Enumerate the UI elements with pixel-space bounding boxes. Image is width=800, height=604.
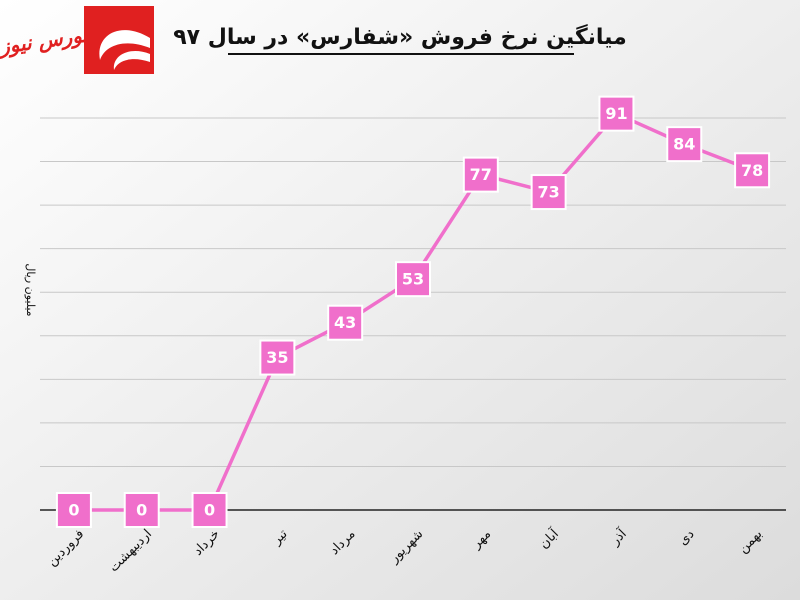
data-label: 73	[538, 183, 560, 202]
marker	[462, 156, 499, 193]
data-label: 91	[605, 104, 627, 123]
logo-swoosh	[99, 30, 150, 70]
marker	[734, 152, 771, 189]
marker	[191, 492, 228, 528]
chart-title: میانگین نرخ فروش «شفارس» در سال ۹۷	[173, 23, 627, 50]
data-label: 0	[204, 501, 215, 520]
data-label: 84	[673, 135, 695, 154]
data-label: 0	[68, 501, 79, 520]
data-label: 35	[266, 348, 288, 367]
marker	[327, 304, 364, 341]
data-label: 77	[470, 165, 492, 184]
data-label: 78	[741, 161, 763, 180]
data-label: 53	[402, 270, 424, 289]
data-label: 43	[334, 313, 356, 332]
marker	[123, 492, 160, 528]
marker	[666, 126, 703, 163]
marker	[598, 95, 635, 132]
marker	[259, 339, 296, 376]
marker	[530, 174, 567, 211]
data-label: 0	[136, 501, 147, 520]
marker	[395, 261, 431, 298]
y-axis-label: میلیون ریال	[24, 263, 37, 316]
marker	[55, 492, 92, 528]
